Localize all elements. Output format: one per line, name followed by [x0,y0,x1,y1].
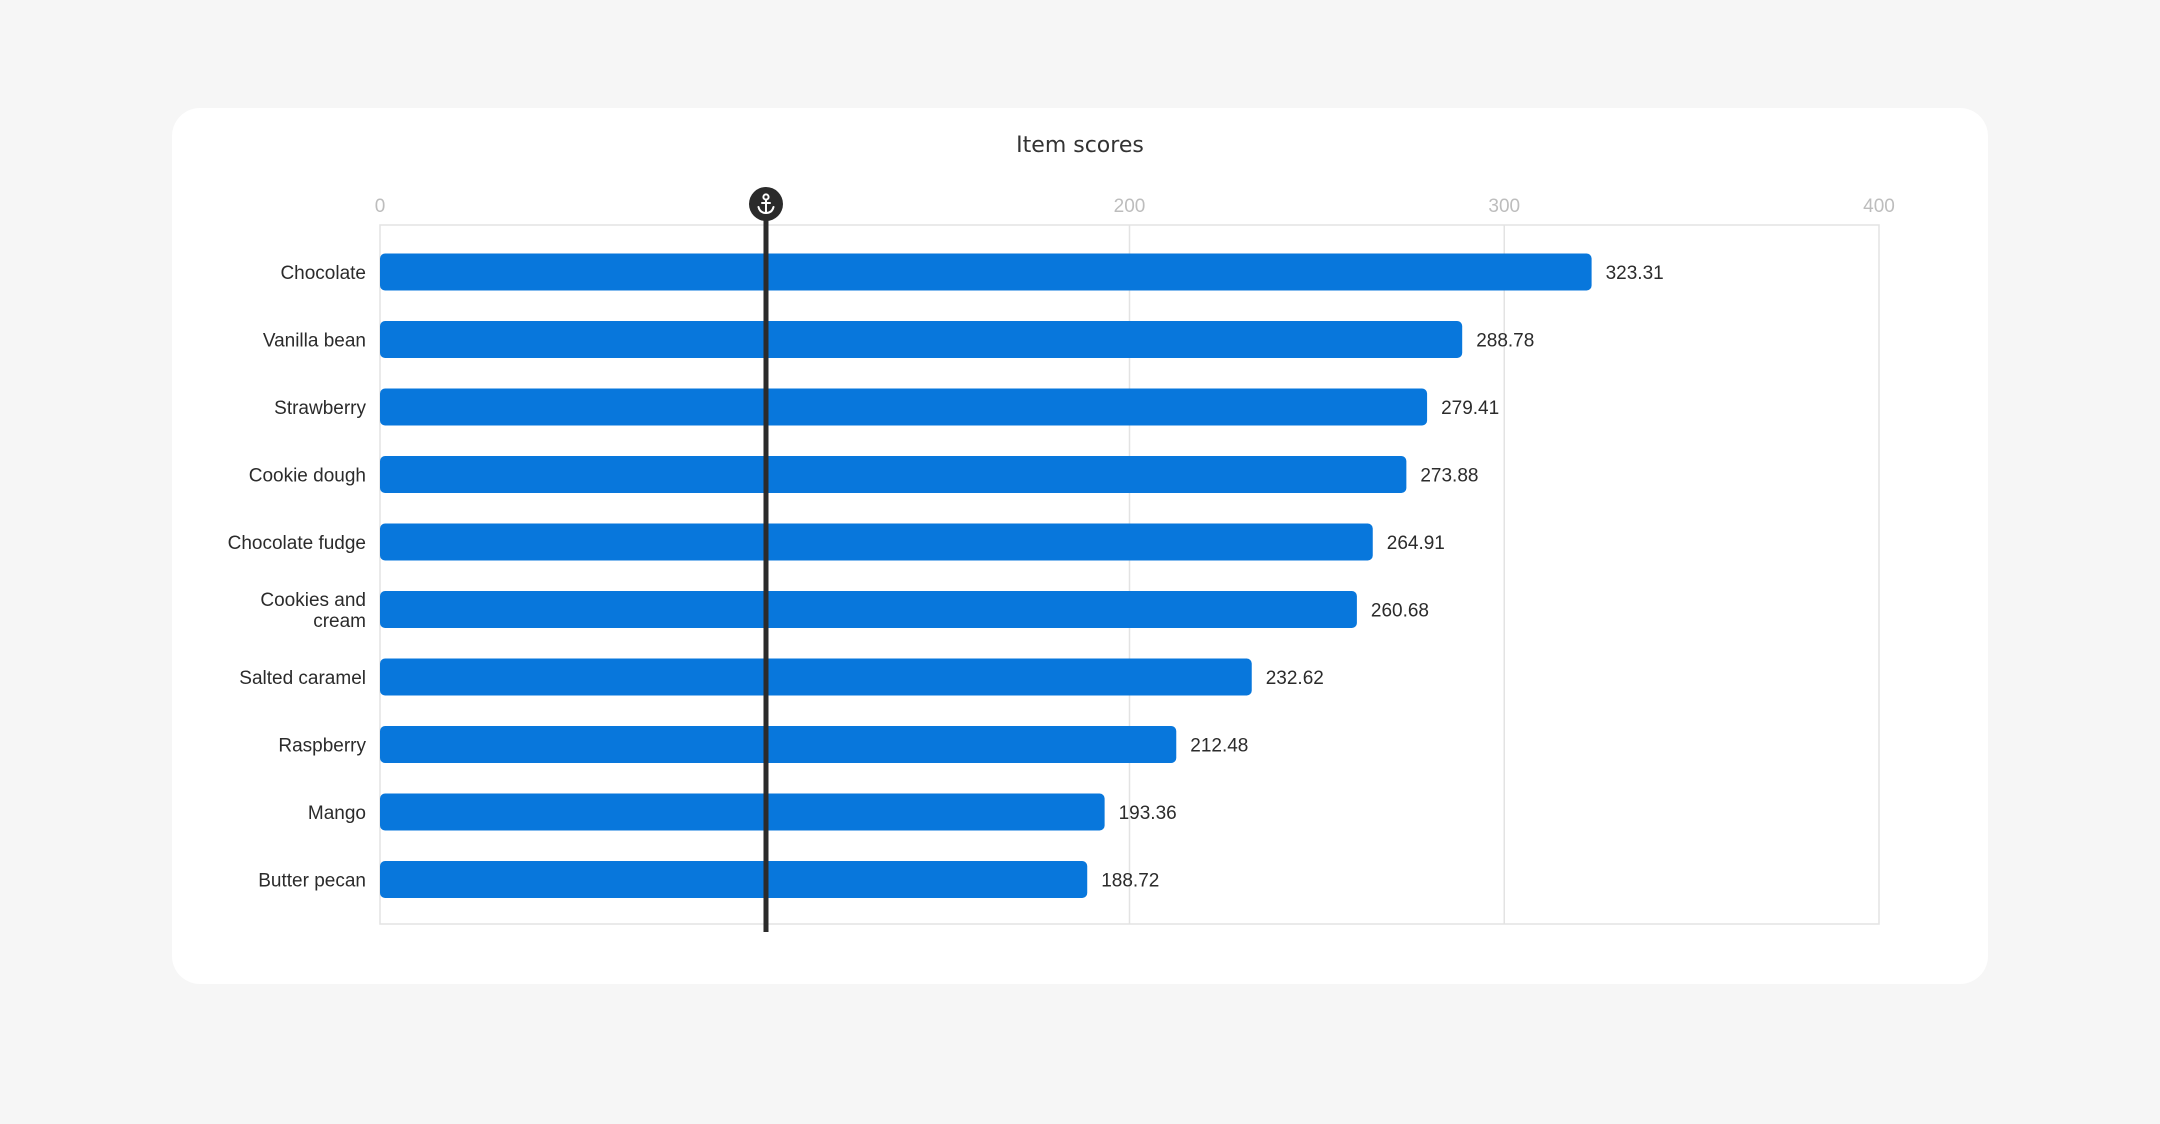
category-label: Vanilla bean [263,331,366,352]
category-label-line: Mango [308,803,366,824]
category-label: Chocolate [280,263,366,284]
chart-title: Item scores [1016,133,1144,158]
x-tick-label: 400 [1863,196,1895,217]
bar-value-label: 264.91 [1387,533,1445,554]
category-label-line: Salted caramel [239,668,366,689]
category-label: Cookies and cream [260,590,366,632]
bar[interactable] [380,658,1252,696]
x-axis-ticks: 0 200 300 400 [375,196,1895,217]
bar[interactable] [380,726,1177,763]
category-label-line: Raspberry [278,736,366,757]
bar[interactable] [380,388,1428,426]
bar[interactable] [380,591,1357,628]
x-tick-label: 200 [1114,196,1146,217]
bar-value-label: 279.41 [1441,398,1499,419]
category-label: Cookie dough [249,466,366,487]
chart-card: Item scores 0 200 300 400 Chocolate Vanilla … [172,108,1988,984]
bar[interactable] [380,321,1463,358]
bar[interactable] [380,793,1105,831]
bar[interactable] [380,456,1407,493]
category-label: Strawberry [274,398,366,419]
category-label-line: Strawberry [274,398,366,419]
category-label: Chocolate fudge [228,533,366,554]
x-tick-label: 0 [375,196,386,217]
category-label: Raspberry [278,736,366,757]
category-label-line: Cookies and [260,590,366,611]
bar-value-label: 232.62 [1266,668,1324,689]
reference-line-group[interactable] [748,187,783,932]
category-label-line: Butter pecan [258,871,366,892]
bars [380,253,1592,898]
category-label-line: Vanilla bean [263,331,366,352]
anchor-icon [757,193,775,215]
bar[interactable] [380,253,1592,291]
bar-value-label: 193.36 [1119,803,1177,824]
category-label: Butter pecan [258,871,366,892]
bar-chart: Item scores 0 200 300 400 Chocolate Vanilla … [228,133,1895,932]
bar-value-label: 260.68 [1371,601,1429,622]
category-label: Mango [308,803,366,824]
x-tick-label: 300 [1488,196,1520,217]
category-label-line: cream [313,611,366,632]
bar[interactable] [380,523,1373,561]
bar-value-label: 212.48 [1190,736,1248,757]
bar-value-label: 188.72 [1101,871,1159,892]
value-labels: 323.31 288.78 279.41 273.88 264.91 260.68 232.… [1101,263,1664,892]
anchor-flukes [757,206,775,215]
category-label-line: Chocolate [280,263,366,284]
bar-value-label: 273.88 [1420,466,1478,487]
bar-value-label: 288.78 [1476,331,1534,352]
bar-value-label: 323.31 [1606,263,1664,284]
bar[interactable] [380,861,1088,898]
category-label: Salted caramel [239,668,366,689]
category-label-line: Cookie dough [249,466,366,487]
category-labels: Chocolate Vanilla bean Strawberry Cookie do… [228,263,367,892]
category-label-line: Chocolate fudge [228,533,366,554]
